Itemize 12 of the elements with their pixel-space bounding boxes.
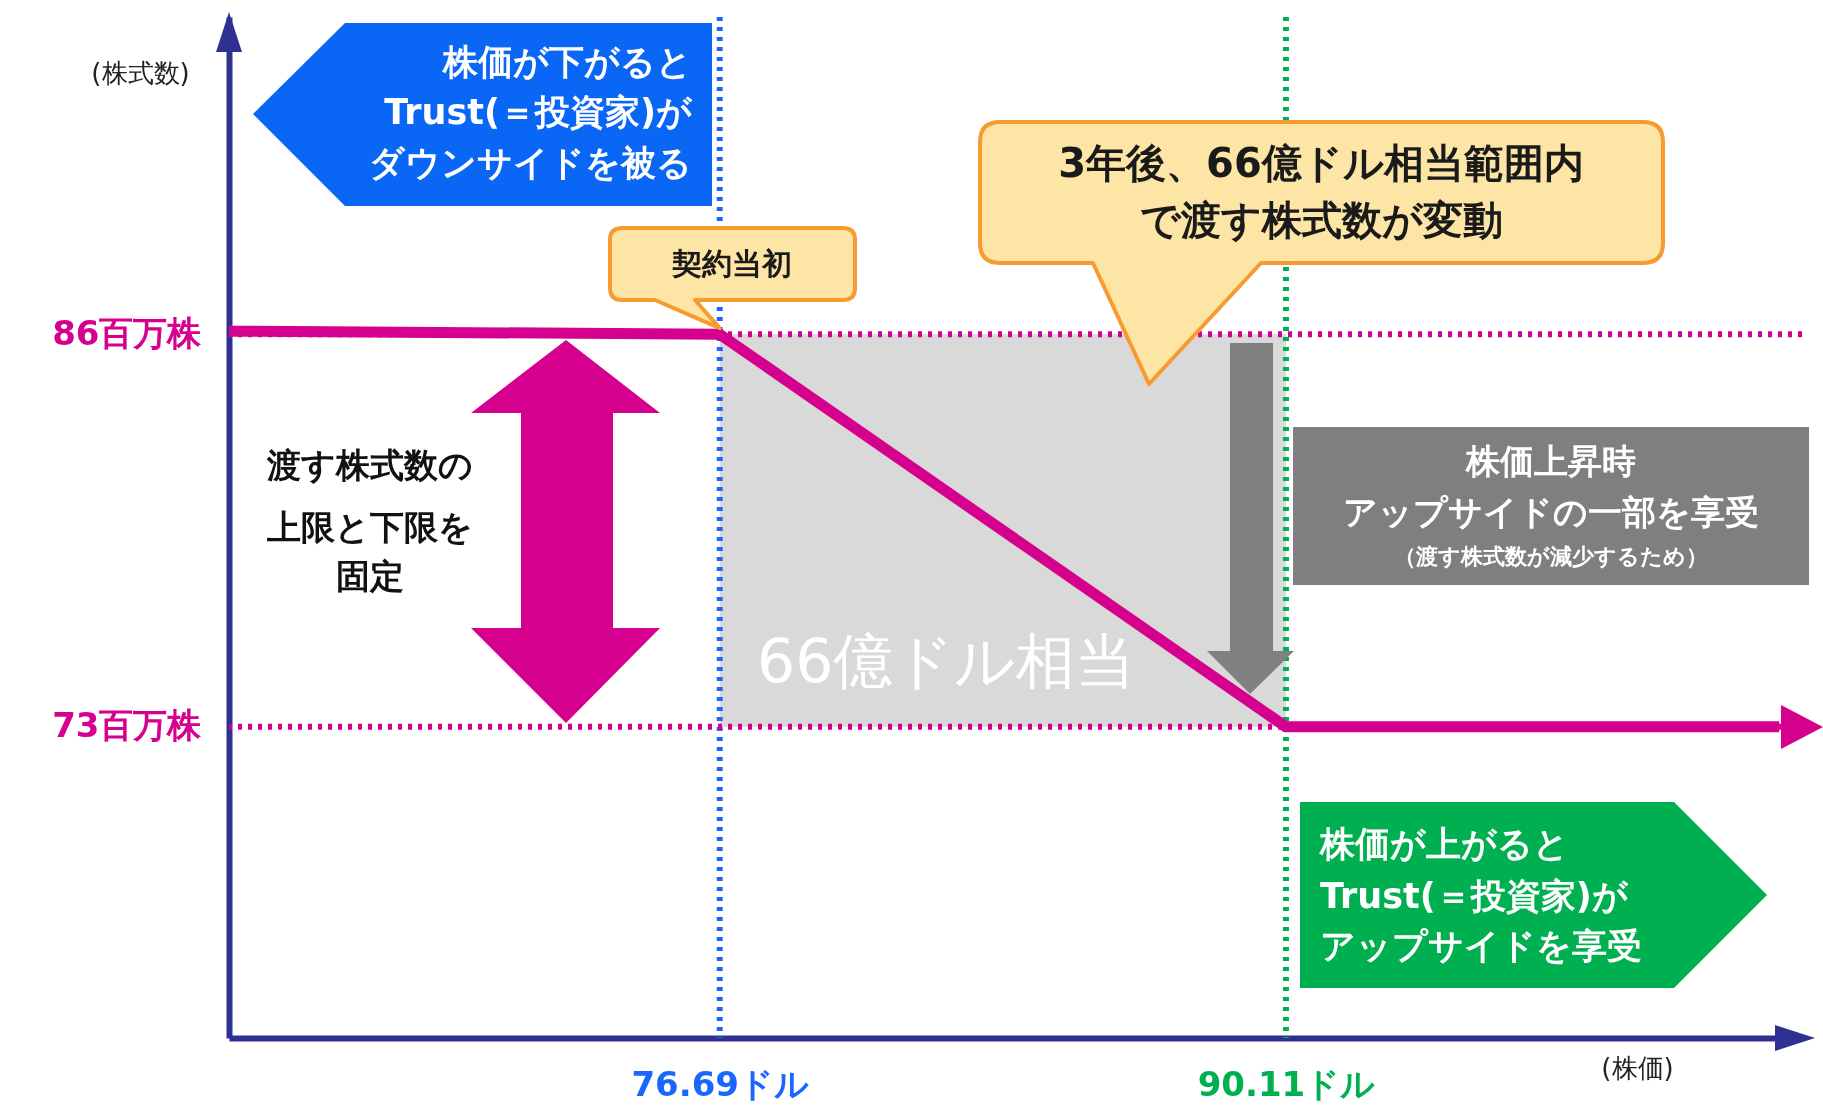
annotation: 株価が上がるとTrust(＝投資家)がアップサイドを享受	[1318, 824, 1642, 966]
annotation: 契約当初	[671, 245, 792, 281]
x-tick-label: 76.69ドル	[631, 1063, 809, 1104]
annotation: 株価上昇時アップサイドの一部を享受（渡す株式数が減少するため）	[1343, 440, 1759, 569]
y-tick-label: 86百万株	[52, 312, 203, 353]
annotation: 3年後、66億ドル相当範囲内で渡す株式数が変動	[1058, 140, 1584, 243]
annotation: 渡す株式数の上限と下限を固定	[266, 444, 473, 596]
x-axis-title: (株価)	[1601, 1052, 1674, 1083]
y-tick-label: 73百万株	[52, 705, 203, 746]
annotation: 株価が下がるとTrust(＝投資家)がダウンサイドを被る	[369, 42, 693, 183]
y-axis-title: (株式数)	[91, 57, 190, 88]
x-tick-label: 90.11ドル	[1197, 1063, 1376, 1104]
